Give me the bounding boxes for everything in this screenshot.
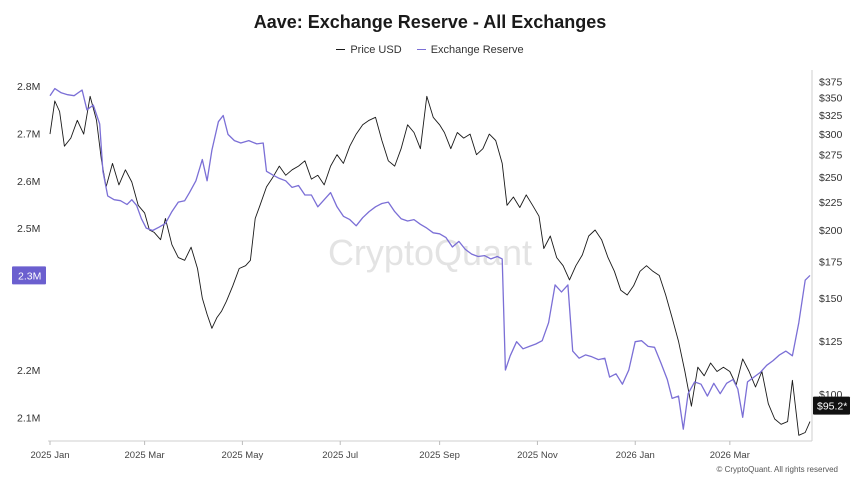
right-tick-label: $150 bbox=[819, 293, 843, 305]
chart-legend: Price USD Exchange Reserve bbox=[0, 41, 860, 56]
x-axis: 2025 Jan 2025 Mar 2025 May 2025 Jul 2025 Sep… bbox=[30, 441, 750, 461]
x-tick-label: 2026 Jan bbox=[616, 450, 655, 461]
right-tick-label: $225 bbox=[819, 197, 843, 209]
right-tick-label: $275 bbox=[819, 150, 843, 162]
legend-item-price[interactable]: Price USD bbox=[336, 43, 402, 56]
legend-item-reserve[interactable]: Exchange Reserve bbox=[416, 43, 524, 56]
chart-axes bbox=[48, 70, 813, 442]
legend-swatch-reserve bbox=[416, 49, 426, 50]
copyright-footer: © CryptoQuant. All rights reserved bbox=[716, 465, 839, 474]
right-tick-label: $175 bbox=[819, 257, 843, 269]
left-tick-label: 2.1M bbox=[17, 412, 40, 424]
price-usd-line[interactable] bbox=[49, 95, 811, 436]
right-tick-label: $350 bbox=[819, 93, 843, 105]
right-tick-label: $250 bbox=[819, 172, 843, 184]
x-tick-label: 2025 Jan bbox=[30, 450, 69, 461]
price-current-value: $95.2* bbox=[817, 401, 847, 413]
right-tick-label: $300 bbox=[819, 129, 843, 141]
exchange-reserve-line[interactable] bbox=[49, 87, 811, 430]
series-layer bbox=[49, 87, 811, 436]
reserve-current-badge bbox=[12, 266, 46, 285]
right-tick-label: $375 bbox=[819, 76, 843, 88]
left-axis: 2.8M 2.7M 2.6M 2.5M 2.2M 2.1M bbox=[17, 81, 40, 424]
legend-label-price: Price USD bbox=[350, 43, 402, 56]
value-badges: 2.3M $95.2* bbox=[12, 266, 850, 415]
x-tick-label: 2025 Mar bbox=[125, 450, 165, 461]
left-tick-label: 2.7M bbox=[17, 129, 40, 141]
x-tick-label: 2026 Mar bbox=[710, 450, 750, 461]
left-tick-label: 2.8M bbox=[17, 81, 40, 93]
x-tick-label: 2025 May bbox=[222, 450, 264, 461]
price-current-badge bbox=[813, 396, 850, 415]
reserve-current-value: 2.3M bbox=[18, 270, 41, 282]
right-axis: $375 $350 $325 $300 $275 $250 $225 $200 $175 $150… bbox=[819, 76, 843, 401]
left-tick-label: 2.6M bbox=[17, 176, 40, 188]
chart-title: Aave: Exchange Reserve - All Exchanges bbox=[253, 12, 607, 32]
right-tick-label: $325 bbox=[819, 110, 843, 122]
right-tick-label: $200 bbox=[819, 225, 843, 237]
legend-swatch-price bbox=[336, 49, 346, 50]
legend-label-reserve: Exchange Reserve bbox=[430, 43, 524, 56]
watermark-text: CryptoQuant bbox=[328, 232, 532, 273]
x-tick-label: 2025 Jul bbox=[322, 450, 358, 461]
left-tick-label: 2.5M bbox=[17, 223, 40, 235]
x-tick-label: 2025 Nov bbox=[517, 450, 558, 461]
right-tick-label: $125 bbox=[819, 336, 843, 348]
left-tick-label: 2.2M bbox=[17, 365, 40, 377]
x-tick-label: 2025 Sep bbox=[419, 450, 460, 461]
